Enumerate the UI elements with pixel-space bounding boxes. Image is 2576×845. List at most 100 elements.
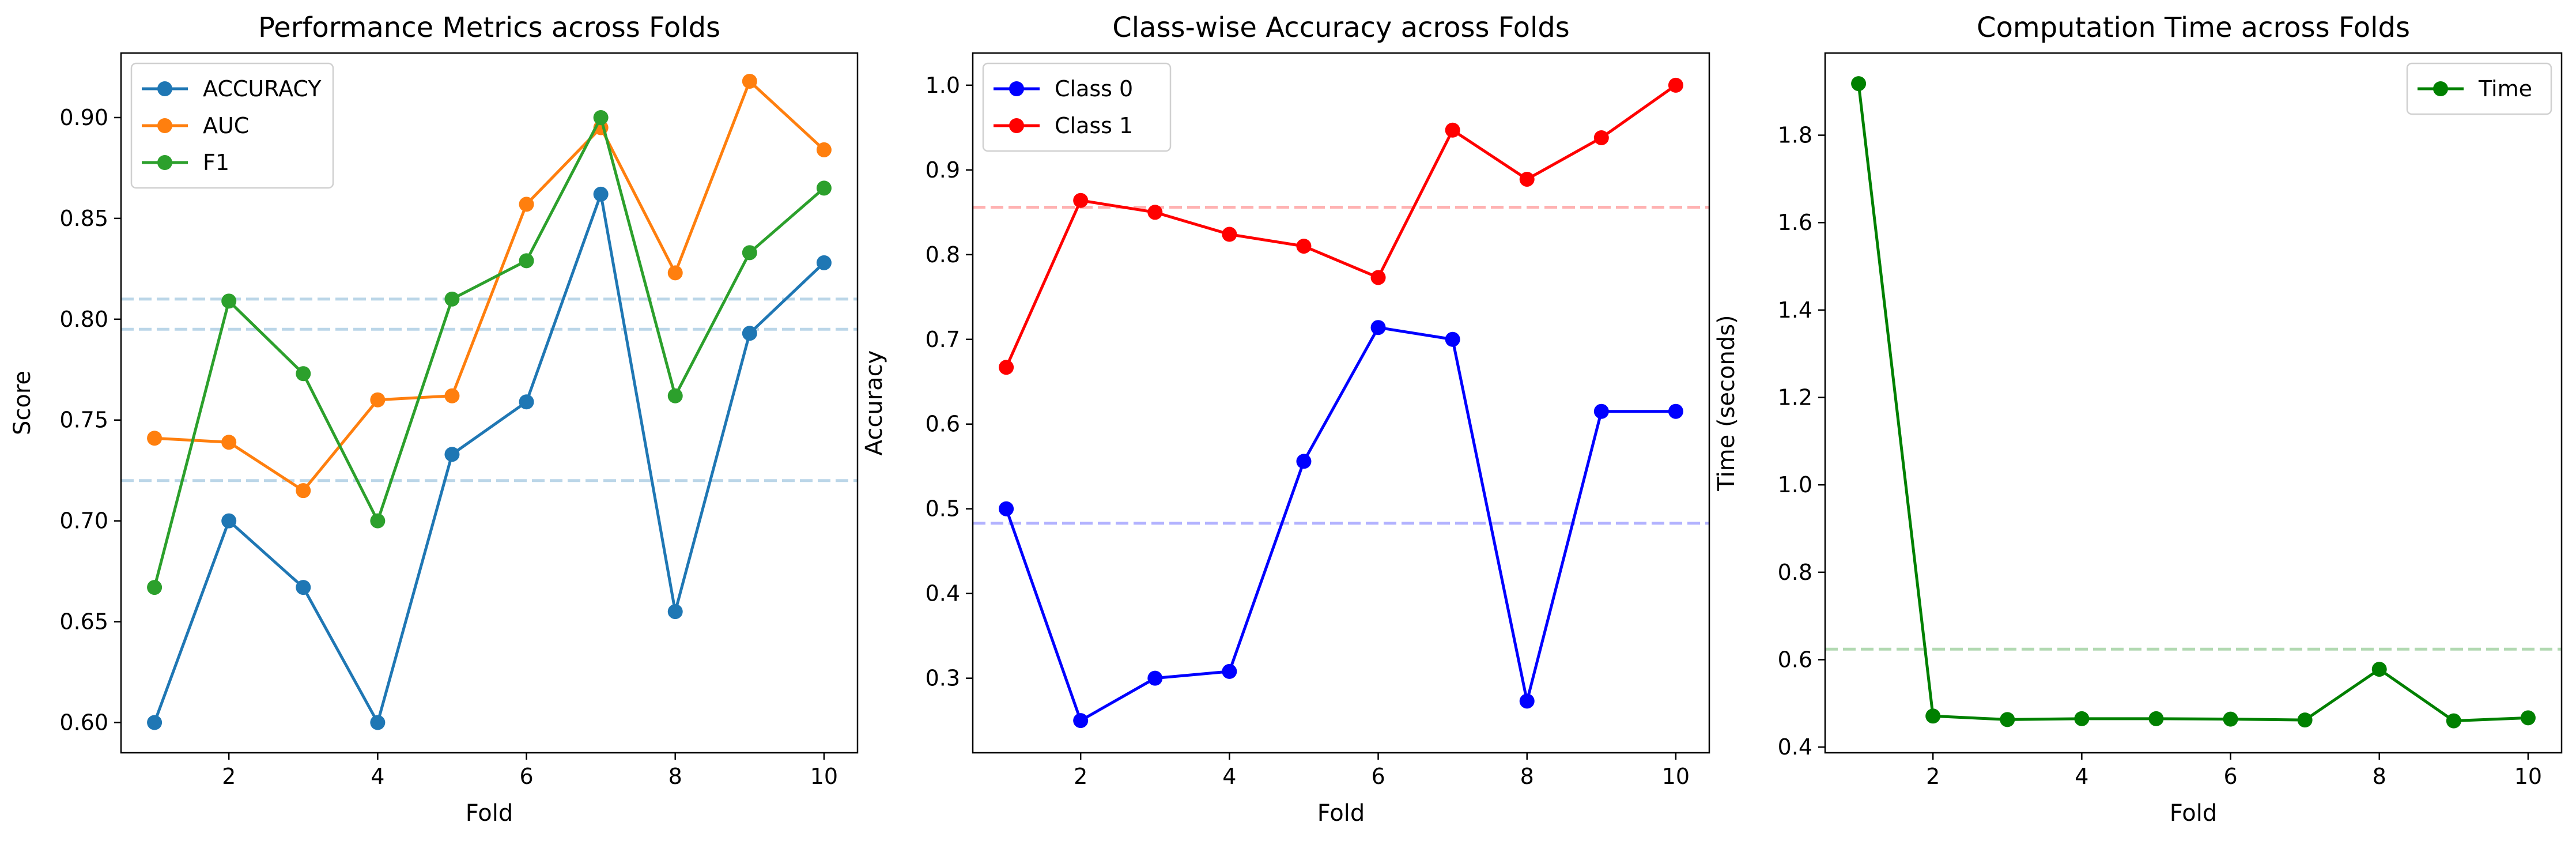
axes-frame <box>972 52 1710 754</box>
y-tick-label: 0.4 <box>926 581 960 606</box>
data-point <box>444 291 460 307</box>
data-point <box>1925 708 1941 724</box>
data-point <box>1222 663 1237 679</box>
data-point <box>999 360 1014 375</box>
x-tick-label: 8 <box>1520 764 1534 789</box>
data-point <box>667 388 683 403</box>
chart-panel-2: 2 4 6 8 10 0.3 0.4 0.5 0.6 0.7 0.8 0.9 1.0 Class-wise… <box>861 12 1710 827</box>
legend: Class 0 Class 1 <box>982 62 1172 152</box>
x-tick-label: 6 <box>2223 764 2237 789</box>
legend-box <box>130 62 334 189</box>
legend-box <box>982 62 1172 152</box>
y-tick-label: 1.8 <box>1778 123 1812 148</box>
y-tick-label: 0.5 <box>926 496 960 522</box>
data-point <box>2371 662 2387 677</box>
legend: ACCURACY AUC F1 <box>130 62 334 189</box>
x-axis-label: Fold <box>2170 800 2218 827</box>
series-line-class-1 <box>1004 84 1677 368</box>
data-point <box>593 110 609 125</box>
y-tick-label: 1.4 <box>1778 297 1812 323</box>
data-point <box>1668 77 1683 93</box>
data-point <box>147 580 163 595</box>
data-point <box>519 394 534 410</box>
x-tick-label: 10 <box>810 764 838 789</box>
data-point <box>1296 454 1312 469</box>
y-tick-label: 0.3 <box>926 666 960 691</box>
data-point <box>370 513 386 529</box>
legend-label: AUC <box>203 113 249 138</box>
y-tick-label: 0.8 <box>1778 560 1812 585</box>
data-point <box>816 180 832 196</box>
legend-swatch-marker <box>2433 81 2448 96</box>
data-point <box>1370 320 1386 335</box>
data-point <box>1445 122 1460 138</box>
y-tick-label: 0.8 <box>926 242 960 267</box>
y-axis-label: Time (seconds) <box>1713 315 1740 491</box>
y-tick-label: 0.7 <box>926 327 960 352</box>
chart-panel-3: 2 4 6 8 10 0.4 0.6 0.8 1.0 1.2 1.4 1.6 1.8 Computatio… <box>1713 12 2563 827</box>
legend-swatch-marker <box>157 155 172 170</box>
y-tick-label: 0.60 <box>59 710 108 735</box>
axes-frame <box>120 52 859 754</box>
data-point <box>1222 227 1237 242</box>
data-point <box>1445 331 1460 347</box>
data-point <box>221 435 237 450</box>
chart-panel-1: 2 4 6 8 10 0.60 0.65 0.70 0.75 0.80 0.85 0.90 Perfor… <box>9 12 859 827</box>
data-point <box>2074 711 2090 726</box>
data-point <box>296 483 311 499</box>
x-axis-label: Fold <box>466 800 513 827</box>
axes-frame <box>1824 52 2563 754</box>
legend-swatch-marker <box>1009 81 1024 96</box>
y-axis-label: Score <box>9 371 36 435</box>
data-point <box>2148 711 2164 726</box>
data-point <box>593 186 609 202</box>
data-point <box>519 253 534 269</box>
data-point <box>742 245 757 261</box>
data-point <box>816 255 832 270</box>
x-tick-label: 4 <box>1222 764 1236 789</box>
x-tick-label: 8 <box>2373 764 2386 789</box>
legend-box <box>2406 62 2552 115</box>
data-point <box>667 604 683 620</box>
data-point <box>444 388 460 403</box>
x-tick-label: 4 <box>371 764 384 789</box>
data-point <box>2000 712 2015 727</box>
series-line-auc <box>154 80 825 492</box>
data-point <box>370 392 386 408</box>
y-tick-label: 0.85 <box>59 206 108 231</box>
data-point <box>667 265 683 281</box>
x-tick-label: 2 <box>1926 764 1940 789</box>
x-tick-label: 10 <box>1662 764 1690 789</box>
legend-swatch-marker <box>157 81 172 96</box>
y-axis-label: Accuracy <box>861 350 887 456</box>
chart-title: Computation Time across Folds <box>1977 12 2410 44</box>
legend-label: Class 1 <box>1055 113 1133 138</box>
data-point <box>1073 193 1089 208</box>
data-point <box>370 715 386 730</box>
y-tick-label: 0.90 <box>59 105 108 130</box>
series-line-time <box>1857 83 2529 723</box>
data-point <box>742 73 757 89</box>
x-tick-label: 6 <box>519 764 533 789</box>
data-point <box>1851 76 1867 92</box>
x-tick-label: 4 <box>2075 764 2088 789</box>
legend-swatch-marker <box>1009 118 1024 133</box>
y-tick-label: 1.0 <box>926 73 960 98</box>
y-tick-label: 0.75 <box>59 408 108 433</box>
y-tick-label: 0.80 <box>59 307 108 332</box>
y-tick-label: 1.6 <box>1778 210 1812 235</box>
data-point <box>221 293 237 309</box>
y-tick-label: 0.6 <box>926 412 960 437</box>
x-tick-label: 8 <box>668 764 682 789</box>
chart-title: Performance Metrics across Folds <box>258 12 720 44</box>
data-point <box>1593 403 1609 419</box>
data-point <box>1370 270 1386 285</box>
data-point <box>1519 171 1535 187</box>
series-line-class-0 <box>1004 326 1676 722</box>
data-point <box>999 501 1014 516</box>
x-tick-label: 2 <box>222 764 236 789</box>
legend-label: Time <box>2478 76 2532 101</box>
data-point <box>221 513 237 529</box>
data-point <box>2297 712 2313 728</box>
series-line-accuracy <box>153 193 825 725</box>
